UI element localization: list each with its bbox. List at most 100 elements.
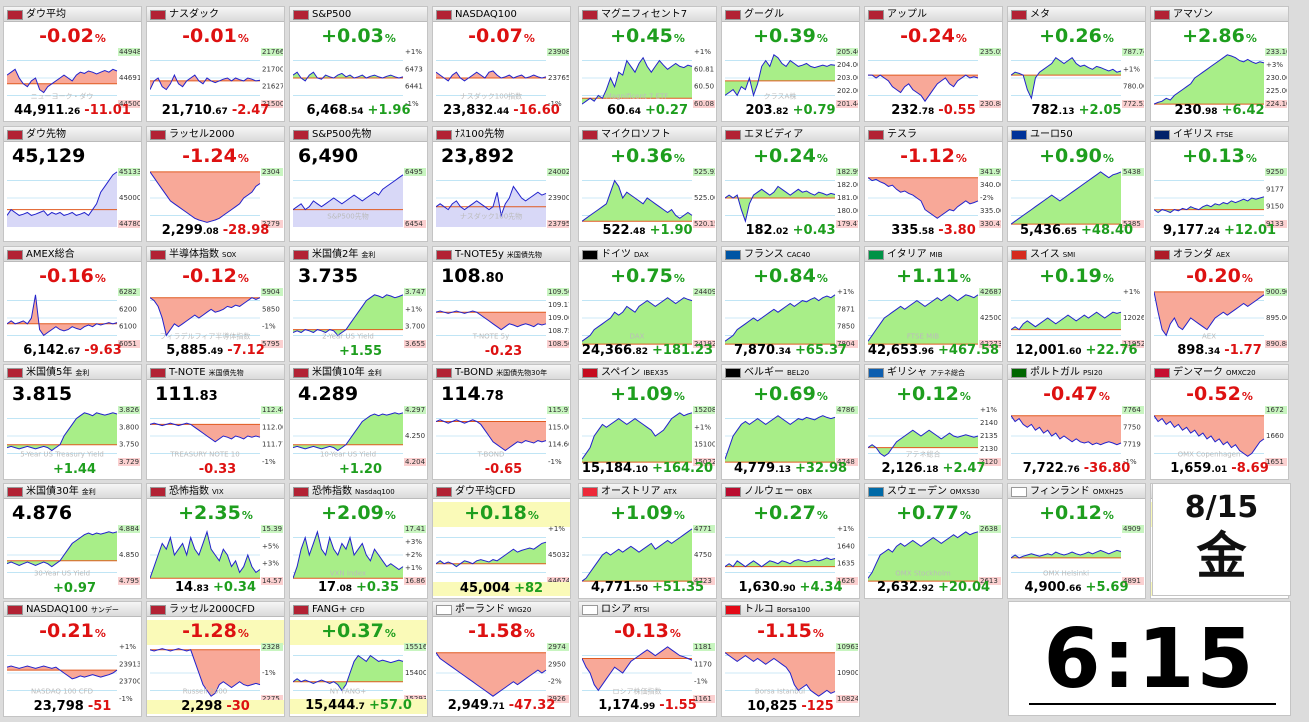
chart-axis-label: 3.826 bbox=[119, 406, 140, 414]
last-price: 335 bbox=[891, 223, 919, 238]
tile-footer: 2,126.18 +2.47 bbox=[865, 462, 1002, 477]
market-tile[interactable]: デンマーク OMXC20 -0.52% OMX Copenhagen 1672 1660 1… bbox=[1150, 364, 1289, 480]
market-tile[interactable]: オーストリア ATX +1.09% 4771 4750 4723 4,771.50 +51.3… bbox=[578, 483, 717, 599]
market-tile[interactable]: NASDAQ100 サンデー -0.21% NASDAQ 100 CFD +1% 2391… bbox=[3, 601, 142, 717]
market-tile[interactable]: マグニフィセント7 +0.45% Magnificent 7 ETF +1% 60.81… bbox=[578, 6, 717, 122]
market-tile[interactable]: ダウ先物 45,129 45133 45000 44780 bbox=[3, 126, 142, 242]
chart-axis-label: 5385 bbox=[1123, 220, 1141, 228]
tile-footer: 7,870.34 +65.37 bbox=[722, 344, 859, 359]
market-tile[interactable]: T-BOND米国債先物30年114.78T-BOND115.97115.0011… bbox=[432, 364, 571, 480]
last-price: 24,366 bbox=[581, 343, 633, 358]
market-tile[interactable]: ノルウェー OBX +0.27% +1% 1640 1635 1626 1,630.90 +4.… bbox=[721, 483, 860, 599]
fi-flag-icon bbox=[1011, 487, 1027, 497]
chart-axis-label: 111.77 bbox=[262, 441, 283, 449]
market-tile[interactable]: ラッセル2000 -1.24% 2304 2279 2,299.08 -28.98 bbox=[146, 126, 285, 242]
axis-label-highlight bbox=[836, 220, 858, 228]
market-tile[interactable]: イタリア MIB +1.11% FTSE MIB 42687 42500 42273 42,6… bbox=[864, 246, 1003, 362]
price-change: -0.55 bbox=[938, 103, 976, 118]
chart-axis-label: +1% bbox=[980, 406, 997, 414]
market-tile[interactable]: グーグル +0.39% クラスA株 205.40 204.00 203.00 202.00 2… bbox=[721, 6, 860, 122]
market-tile[interactable]: スペイン IBEX35 +1.09% 15208 +1% 15100 15022 15,184… bbox=[578, 364, 717, 480]
market-tile[interactable]: 米国債10年 金利 4.289 10-Year US Yield 4.297 4.250 4… bbox=[289, 364, 428, 480]
market-tile[interactable]: ダウ平均 -0.02% ニューヨーク・ダウ 44948 44691 44500 44,911… bbox=[3, 6, 142, 122]
chart-axis-label: 44674 bbox=[548, 577, 569, 585]
chart-area bbox=[582, 528, 692, 582]
market-tile[interactable]: ギリシャ アテネ総合 +0.12% アテネ総合 +1% 2140 2135 2130 2120 2… bbox=[864, 364, 1003, 480]
market-tile[interactable]: エヌビディア+0.24%182.99182.00181.00180.00179.… bbox=[721, 126, 860, 242]
axis-label-highlight bbox=[547, 643, 569, 651]
market-tile[interactable]: ポルトガル PSI20 -0.47% 7764 7750 7719 -1% 7,722.76-… bbox=[1007, 364, 1146, 480]
market-tile[interactable]: アップル-0.24%235.05230.88232.78-0.55 bbox=[864, 6, 1003, 122]
last-price-decimal: .96 bbox=[918, 347, 935, 357]
tile-chart: 233.10 +3% 230.00 225.00 224.10 bbox=[1154, 48, 1287, 108]
last-price: 4,779 bbox=[733, 461, 776, 476]
market-tile[interactable]: フランス CAC40 +0.84% +1% 7871 7850 7804 7,870.34 +6… bbox=[721, 246, 860, 362]
market-tile[interactable]: 米国債2年 金利 3.735 2-Year US Yield 3.747 +1% 3.700… bbox=[289, 246, 428, 362]
tile-main-value: -1.58% bbox=[433, 620, 570, 645]
market-tile[interactable]: トルコ Borsa100 -1.15% Borsa Istanbul 10963 1090… bbox=[721, 601, 860, 717]
tile-name-text: ロシア bbox=[601, 604, 631, 615]
market-tile[interactable]: 半導体指数 SOX -0.12% フィラデルフィア半導体指数 5904 5850 -1% 57… bbox=[146, 246, 285, 362]
market-tile[interactable]: 米国債5年 金利 3.815 5-Year US Treasury Yield 3.82… bbox=[3, 364, 142, 480]
market-tile[interactable]: スウェーデン OMXS30 +0.77% OMX Stockholm 2638 2613 2… bbox=[864, 483, 1003, 599]
tile-main-value: +0.12% bbox=[1008, 502, 1145, 527]
last-price: 4,771 bbox=[590, 580, 633, 595]
tile-name: マイクロソフト bbox=[601, 128, 671, 141]
axis-label-highlight bbox=[404, 220, 426, 228]
market-tile[interactable]: AMEX総合 -0.16% 6282 6200 6100 6051 6,142.67 -9.6… bbox=[3, 246, 142, 362]
change-percent: +2.86 bbox=[1182, 25, 1245, 47]
tile-name: グーグル bbox=[744, 8, 784, 21]
market-tile[interactable]: NASDAQ100 -0.07% ナスダック100指数 23908 23765 -1% 23… bbox=[432, 6, 571, 122]
market-tile[interactable]: FANG+CFD+0.37%NY FANG+15516154001529315,… bbox=[289, 601, 428, 717]
tile-chart: Magnificent 7 ETF +1% 60.81 60.50 60.08 bbox=[582, 48, 715, 108]
tile-name: エヌビディア bbox=[744, 128, 803, 141]
last-price: 1,174 bbox=[598, 698, 640, 713]
chart-price-line bbox=[725, 54, 836, 98]
chart-watermark: 2-Year US Yield bbox=[322, 332, 374, 340]
market-tile[interactable]: S&P500 +0.03% +1% 6473 6441 -1% 6,468.54 +1.96 bbox=[289, 6, 428, 122]
tile-name-text: ﾅｽ100先物 bbox=[455, 129, 505, 140]
market-tile[interactable]: ユーロ50 +0.90% 5438 5385 5,436.65 +48.40 bbox=[1007, 126, 1146, 242]
tile-name: S&P500先物 bbox=[312, 128, 371, 141]
market-tile[interactable]: 恐怖指数 VIX +2.35% 15.39 +5% +3% 14.57 14.83 +0.34 bbox=[146, 483, 285, 599]
us-flag-icon bbox=[293, 10, 309, 20]
market-tile[interactable]: マイクロソフト+0.36%525.93525.00520.15522.48+1.… bbox=[578, 126, 717, 242]
price-change: +1.44 bbox=[53, 462, 96, 477]
chart-axis-label: 1640 bbox=[837, 542, 855, 550]
market-tile[interactable]: ラッセル2000CFD -1.28% Russell 2000 2328 -1% 2275… bbox=[146, 601, 285, 717]
market-tile[interactable]: ロシア RTSI -0.13% ロシア株価指数 1181 1170 -1% 1161 1,174… bbox=[578, 601, 717, 717]
chart-axis-label: 2638 bbox=[980, 525, 998, 533]
market-tile[interactable]: ﾅｽ100先物 23,892 ナスダック100先物 24002 23900 23795 bbox=[432, 126, 571, 242]
market-tile[interactable]: アマゾン+2.86%233.10+3%230.00225.00224.10230… bbox=[1150, 6, 1289, 122]
tile-name-text: アップル bbox=[887, 9, 927, 20]
chart-area bbox=[436, 186, 546, 227]
tile-name-text: ノルウェー bbox=[744, 486, 794, 497]
chart-area bbox=[7, 171, 117, 227]
market-tile[interactable]: ドイツ DAX +0.75% DAX 24409 24192 24,366.82 +181.2… bbox=[578, 246, 717, 362]
market-tile[interactable]: メタ+0.26%787.74+1%780.00772.53782.13+2.05 bbox=[1007, 6, 1146, 122]
market-tile[interactable]: スイス SMI +0.19% +1% 12026 11952 12,001.60 +22.76 bbox=[1007, 246, 1146, 362]
market-tile[interactable]: テスラ-1.12%341.97340.00-2%335.00330.41335.… bbox=[864, 126, 1003, 242]
market-tile[interactable]: 米国債30年 金利 4.876 30-Year US Yield 4.884 4.850 4… bbox=[3, 483, 142, 599]
market-tile[interactable]: イギリス FTSE +0.13% 9250 9177 9150 9133 9,177.24 +1… bbox=[1150, 126, 1289, 242]
market-tile[interactable]: オランダAEX-0.20%AEX900.90895.00890.88898.34… bbox=[1150, 246, 1289, 362]
tile-name-text: AMEX総合 bbox=[26, 249, 75, 260]
market-tile[interactable]: S&P500先物 6,490 S&P500先物 6495 6454 bbox=[289, 126, 428, 242]
change-percent: -0.52 bbox=[1186, 383, 1241, 405]
tile-name-text: テスラ bbox=[887, 129, 917, 140]
market-tile[interactable]: ナスダック -0.01% 21766 21700 21627 21500 21,710.67… bbox=[146, 6, 285, 122]
market-tile[interactable]: ベルギー BEL20 +0.69% 4786 4748 4,779.13 +32.98 bbox=[721, 364, 860, 480]
chart-price-line bbox=[150, 530, 261, 579]
market-tile[interactable]: フィンランド OMXH25 +0.12% OMX Helsinki 4909 4891 4,… bbox=[1007, 483, 1146, 599]
market-tile[interactable]: 恐怖指数 Nasdaq100 +2.09% VXN Index 17.41 +3% +2% +… bbox=[289, 483, 428, 599]
change-percent: -0.16 bbox=[39, 265, 94, 287]
tile-footer: 182.02 +0.43 bbox=[722, 224, 859, 239]
market-tile[interactable]: ダウ平均CFD +0.18% +1% 45032 44674 45,004 +82 bbox=[432, 483, 571, 599]
tile-header: イタリア MIB bbox=[865, 247, 1002, 262]
axis-label-highlight bbox=[1122, 168, 1144, 176]
market-tile[interactable]: ポーランド WIG20 -1.58% 2974 2950 -2% 2926 2,949.71-… bbox=[432, 601, 571, 717]
last-price: 203 bbox=[745, 103, 773, 118]
percent-sign: % bbox=[959, 272, 971, 285]
